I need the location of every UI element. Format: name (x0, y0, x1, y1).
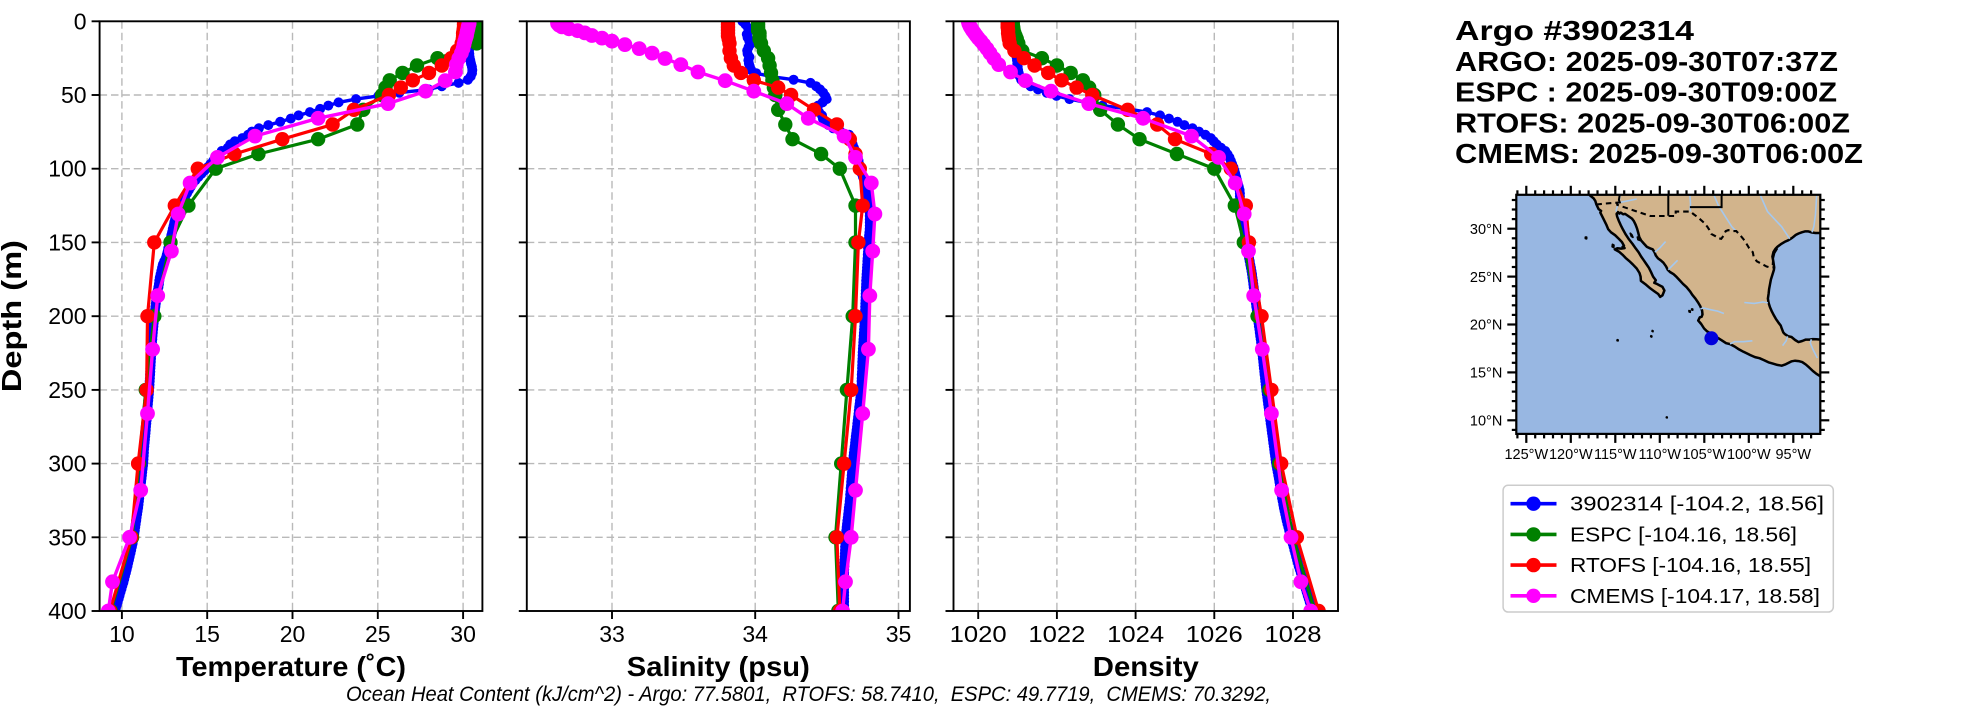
svg-text:100: 100 (48, 156, 86, 182)
svg-text:Temperature (˚C): Temperature (˚C) (176, 651, 406, 682)
svg-text:34: 34 (742, 621, 768, 647)
svg-text:25: 25 (365, 621, 391, 647)
svg-text:20: 20 (280, 621, 306, 647)
svg-text:1020: 1020 (950, 621, 1007, 647)
svg-text:15: 15 (194, 621, 220, 647)
svg-text:Depth (m): Depth (m) (0, 240, 27, 392)
svg-text:CMEMS: 2025-09-30T06:00Z: CMEMS: 2025-09-30T06:00Z (1455, 138, 1863, 169)
svg-text:30: 30 (450, 621, 476, 647)
svg-text:95°W: 95°W (1775, 447, 1811, 463)
svg-text:110°W: 110°W (1638, 447, 1681, 463)
svg-text:120°W: 120°W (1549, 447, 1593, 463)
svg-text:200: 200 (48, 303, 86, 329)
svg-text:ESPC [-104.16, 18.56]: ESPC [-104.16, 18.56] (1570, 524, 1797, 546)
svg-text:105°W: 105°W (1682, 447, 1726, 463)
svg-text:115°W: 115°W (1594, 447, 1637, 463)
svg-text:15°N: 15°N (1470, 366, 1502, 382)
svg-text:33: 33 (599, 621, 625, 647)
svg-text:35: 35 (886, 621, 912, 647)
svg-text:125°W: 125°W (1504, 447, 1548, 463)
svg-text:350: 350 (48, 524, 86, 550)
svg-text:Ocean Heat Content (kJ/cm^2) -: Ocean Heat Content (kJ/cm^2) - Argo: 77.… (346, 683, 1271, 706)
svg-text:1022: 1022 (1028, 621, 1085, 647)
svg-text:ARGO: 2025-09-30T07:37Z: ARGO: 2025-09-30T07:37Z (1455, 46, 1838, 77)
svg-text:3902314 [-104.2, 18.56]: 3902314 [-104.2, 18.56] (1570, 494, 1824, 516)
svg-text:CMEMS [-104.17, 18.58]: CMEMS [-104.17, 18.58] (1570, 586, 1820, 608)
svg-text:1028: 1028 (1265, 621, 1322, 647)
svg-text:25°N: 25°N (1470, 270, 1502, 286)
svg-text:50: 50 (61, 82, 87, 108)
svg-text:1026: 1026 (1186, 621, 1243, 647)
svg-text:RTOFS: 2025-09-30T06:00Z: RTOFS: 2025-09-30T06:00Z (1455, 107, 1850, 138)
svg-text:Density: Density (1093, 651, 1199, 682)
svg-text:ESPC : 2025-09-30T09:00Z: ESPC : 2025-09-30T09:00Z (1455, 77, 1837, 108)
svg-text:150: 150 (48, 229, 86, 255)
svg-text:10°N: 10°N (1470, 414, 1502, 430)
svg-text:RTOFS [-104.16, 18.55]: RTOFS [-104.16, 18.55] (1570, 555, 1811, 577)
svg-text:400: 400 (48, 598, 86, 624)
svg-text:0: 0 (74, 8, 87, 34)
svg-text:Argo #3902314: Argo #3902314 (1455, 15, 1695, 46)
svg-text:300: 300 (48, 451, 86, 477)
svg-text:30°N: 30°N (1470, 222, 1502, 238)
svg-text:20°N: 20°N (1470, 318, 1502, 334)
svg-text:250: 250 (48, 377, 86, 403)
svg-text:Salinity (psu): Salinity (psu) (627, 651, 810, 682)
svg-text:1024: 1024 (1107, 621, 1164, 647)
svg-text:10: 10 (109, 621, 135, 647)
svg-text:100°W: 100°W (1727, 447, 1771, 463)
